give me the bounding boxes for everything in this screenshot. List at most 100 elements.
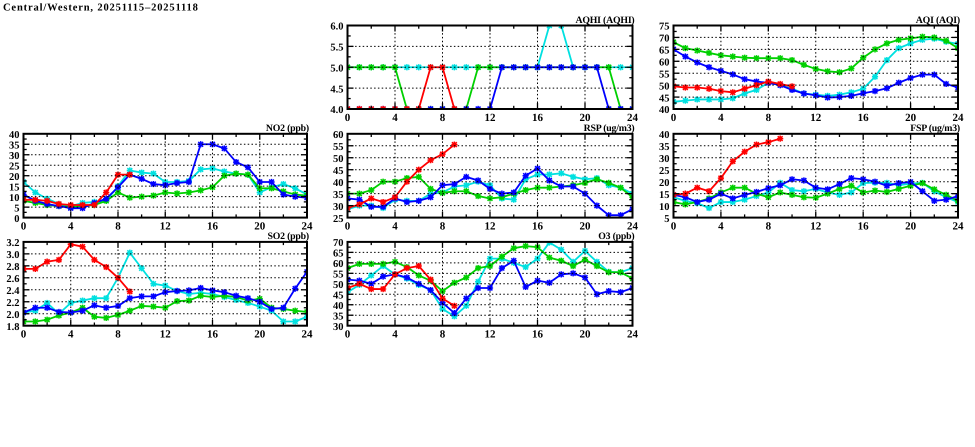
svg-text:8: 8: [115, 220, 121, 232]
svg-text:2.8: 2.8: [6, 262, 19, 273]
svg-text:16: 16: [858, 112, 870, 124]
svg-text:10: 10: [9, 193, 20, 204]
svg-text:60: 60: [333, 130, 344, 141]
svg-text:40: 40: [659, 130, 670, 141]
svg-text:0: 0: [14, 214, 19, 225]
svg-text:4: 4: [718, 112, 724, 124]
svg-text:65: 65: [333, 249, 344, 260]
svg-text:12: 12: [810, 112, 822, 124]
svg-text:5.5: 5.5: [330, 43, 343, 54]
svg-text:20: 20: [580, 220, 592, 232]
svg-text:AQI (AQI): AQI (AQI): [916, 15, 960, 26]
svg-text:12: 12: [160, 329, 172, 341]
svg-text:10: 10: [659, 202, 670, 213]
svg-text:3.0: 3.0: [6, 250, 19, 261]
svg-text:0: 0: [671, 112, 677, 124]
svg-text:24: 24: [302, 329, 314, 341]
svg-text:2.4: 2.4: [6, 286, 20, 297]
svg-text:5: 5: [664, 214, 669, 225]
svg-text:20: 20: [9, 172, 20, 183]
svg-text:5.0: 5.0: [330, 63, 343, 74]
svg-text:8: 8: [115, 329, 121, 341]
svg-text:RSP (ug/m3): RSP (ug/m3): [584, 123, 635, 134]
svg-text:45: 45: [333, 166, 344, 177]
svg-text:45: 45: [333, 290, 344, 301]
svg-text:4.5: 4.5: [330, 84, 343, 95]
svg-text:30: 30: [333, 322, 344, 333]
svg-text:NO2 (ppb): NO2 (ppb): [266, 123, 309, 134]
svg-text:25: 25: [9, 161, 20, 172]
svg-text:70: 70: [333, 238, 344, 249]
svg-text:55: 55: [333, 270, 344, 281]
svg-text:40: 40: [659, 105, 670, 116]
svg-text:20: 20: [659, 178, 670, 189]
svg-text:35: 35: [9, 140, 20, 151]
svg-text:20: 20: [905, 112, 917, 124]
svg-text:16: 16: [207, 220, 219, 232]
svg-text:24: 24: [627, 112, 639, 124]
svg-text:20: 20: [254, 220, 266, 232]
svg-text:4: 4: [718, 220, 724, 232]
svg-text:16: 16: [532, 112, 544, 124]
svg-text:12: 12: [485, 112, 497, 124]
svg-text:30: 30: [659, 154, 670, 165]
svg-text:6.0: 6.0: [330, 22, 343, 33]
svg-text:0: 0: [345, 220, 351, 232]
svg-text:0: 0: [21, 220, 27, 232]
svg-text:35: 35: [659, 142, 670, 153]
svg-text:24: 24: [302, 220, 314, 232]
svg-text:50: 50: [333, 154, 344, 165]
svg-text:55: 55: [333, 142, 344, 153]
svg-text:FSP (ug/m3): FSP (ug/m3): [910, 123, 960, 134]
svg-text:55: 55: [659, 69, 670, 80]
svg-text:0: 0: [21, 329, 27, 341]
svg-text:8: 8: [766, 112, 772, 124]
svg-text:1.8: 1.8: [6, 322, 19, 333]
svg-text:15: 15: [659, 190, 670, 201]
svg-text:15: 15: [9, 182, 20, 193]
svg-text:2.2: 2.2: [6, 298, 19, 309]
svg-text:16: 16: [532, 329, 544, 341]
svg-text:25: 25: [333, 214, 344, 225]
svg-text:40: 40: [9, 130, 20, 141]
svg-text:16: 16: [532, 220, 544, 232]
svg-text:4: 4: [392, 329, 398, 341]
svg-text:35: 35: [333, 190, 344, 201]
svg-text:4: 4: [68, 220, 74, 232]
svg-text:20: 20: [254, 329, 266, 341]
svg-text:40: 40: [333, 301, 344, 312]
svg-text:24: 24: [627, 220, 639, 232]
svg-text:30: 30: [9, 151, 20, 162]
svg-text:5: 5: [14, 203, 19, 214]
svg-text:8: 8: [766, 220, 772, 232]
svg-text:65: 65: [659, 46, 670, 57]
svg-text:4: 4: [68, 329, 74, 341]
svg-text:50: 50: [333, 280, 344, 291]
svg-text:25: 25: [659, 166, 670, 177]
svg-text:20: 20: [905, 220, 917, 232]
svg-text:60: 60: [659, 57, 670, 68]
svg-text:30: 30: [333, 202, 344, 213]
svg-text:40: 40: [333, 178, 344, 189]
svg-text:16: 16: [858, 220, 870, 232]
svg-text:35: 35: [333, 311, 344, 322]
svg-text:2.6: 2.6: [6, 274, 19, 285]
svg-text:12: 12: [485, 329, 497, 341]
svg-text:AQHI (AQHI): AQHI (AQHI): [575, 15, 634, 26]
svg-text:O3 (ppb): O3 (ppb): [598, 231, 634, 242]
svg-text:12: 12: [160, 220, 172, 232]
svg-text:0: 0: [671, 220, 677, 232]
svg-text:4: 4: [392, 220, 398, 232]
svg-text:2.0: 2.0: [6, 310, 19, 321]
svg-text:8: 8: [440, 329, 446, 341]
svg-text:16: 16: [207, 329, 219, 341]
svg-text:4.0: 4.0: [330, 105, 343, 116]
svg-text:4: 4: [392, 112, 398, 124]
svg-text:24: 24: [953, 220, 965, 232]
svg-text:8: 8: [440, 220, 446, 232]
svg-text:8: 8: [440, 112, 446, 124]
svg-text:24: 24: [627, 329, 639, 341]
svg-text:75: 75: [659, 22, 670, 33]
svg-text:12: 12: [810, 220, 822, 232]
svg-text:50: 50: [659, 81, 670, 92]
